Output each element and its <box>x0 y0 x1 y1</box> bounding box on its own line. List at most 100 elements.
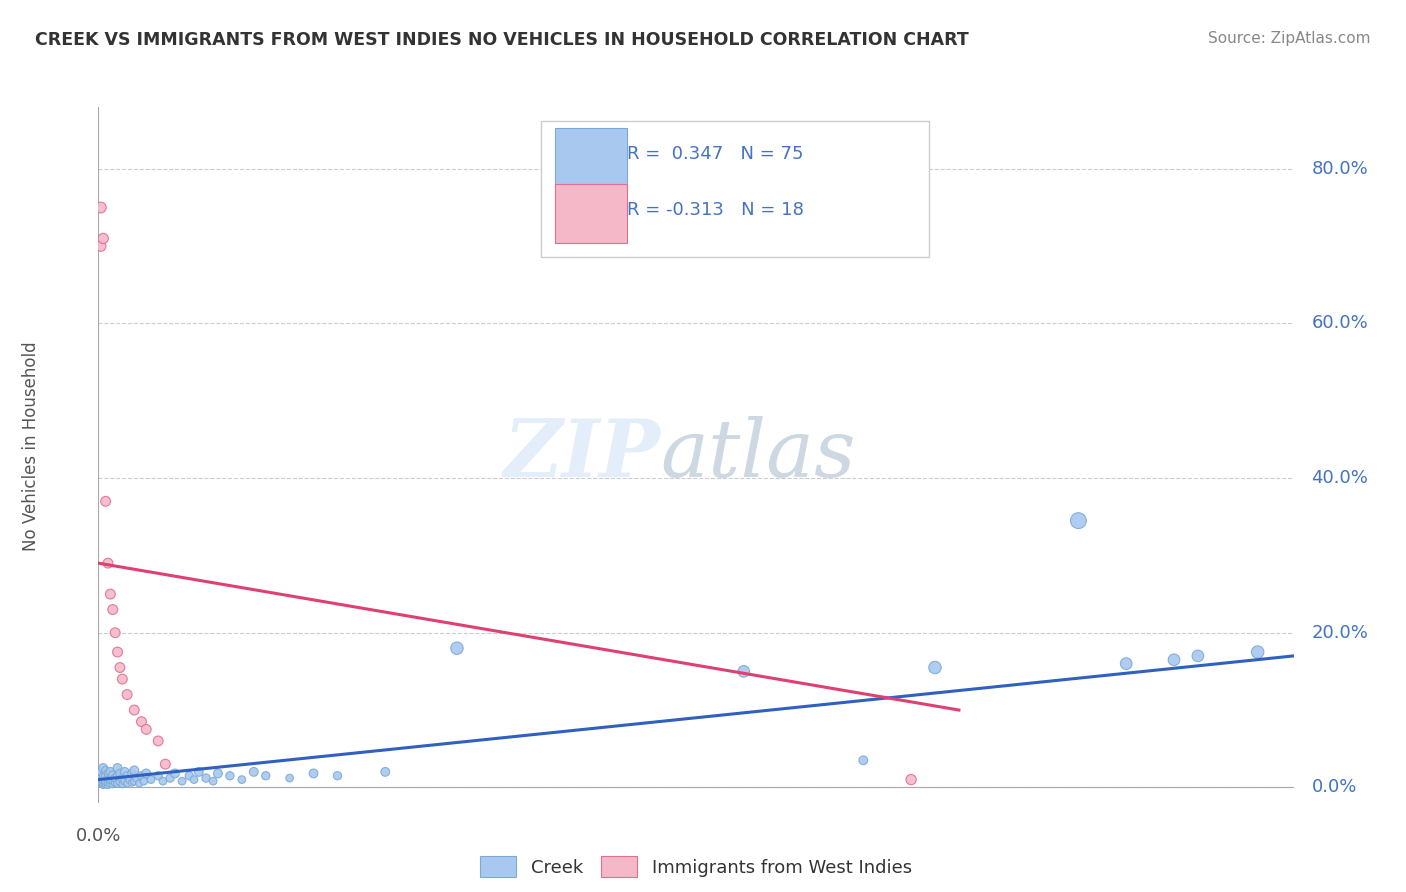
Point <box>254 769 277 783</box>
Text: 40.0%: 40.0% <box>1312 469 1368 487</box>
Point <box>107 776 129 790</box>
Point <box>111 672 134 686</box>
Point <box>97 778 120 792</box>
Point <box>114 774 136 789</box>
Text: 60.0%: 60.0% <box>1312 315 1368 333</box>
Point <box>219 769 242 783</box>
Point <box>1187 648 1209 663</box>
Point <box>97 775 120 789</box>
Point <box>90 771 112 785</box>
Point <box>97 556 120 570</box>
Point <box>104 771 127 785</box>
Point <box>101 777 124 791</box>
Point <box>91 772 114 787</box>
Text: ZIP: ZIP <box>503 417 661 493</box>
Point <box>108 660 131 674</box>
Point <box>90 239 112 253</box>
Text: 0.0%: 0.0% <box>76 827 121 845</box>
Point <box>135 766 157 780</box>
Point <box>202 774 225 789</box>
Point <box>91 231 114 245</box>
Point <box>90 764 112 779</box>
Point <box>124 703 146 717</box>
FancyBboxPatch shape <box>555 184 627 243</box>
Point <box>91 761 114 775</box>
Point <box>172 774 194 789</box>
Point <box>131 714 153 729</box>
Point <box>1246 645 1268 659</box>
Point <box>302 766 325 780</box>
Point <box>98 772 122 787</box>
Point <box>163 766 186 780</box>
Point <box>101 773 124 788</box>
Point <box>91 769 114 783</box>
Text: atlas: atlas <box>661 417 855 493</box>
Point <box>374 764 396 779</box>
Point <box>148 769 170 783</box>
Point <box>128 776 150 790</box>
Point <box>900 772 922 787</box>
Point <box>121 775 143 789</box>
Point <box>125 771 148 785</box>
Point <box>111 771 134 785</box>
Point <box>115 776 138 790</box>
Point <box>107 645 129 659</box>
Point <box>132 774 155 789</box>
Point <box>194 771 217 785</box>
Point <box>107 769 129 783</box>
Point <box>187 764 209 779</box>
Point <box>1067 514 1090 528</box>
Point <box>124 774 146 789</box>
Point <box>733 665 755 679</box>
Text: 0.0%: 0.0% <box>1312 779 1357 797</box>
Point <box>1115 657 1137 671</box>
Point <box>90 776 112 790</box>
Point <box>90 201 112 215</box>
Point <box>104 625 127 640</box>
Point <box>1163 653 1185 667</box>
Text: No Vehicles in Household: No Vehicles in Household <box>22 341 39 551</box>
Point <box>159 771 181 785</box>
Point <box>94 494 117 508</box>
Point <box>104 775 127 789</box>
Point <box>114 764 136 779</box>
Point <box>131 769 153 783</box>
Point <box>179 769 201 783</box>
Point <box>135 723 157 737</box>
Point <box>97 771 120 785</box>
Text: 80.0%: 80.0% <box>1312 160 1368 178</box>
Point <box>115 688 138 702</box>
Point <box>98 764 122 779</box>
Point <box>94 777 117 791</box>
Text: R =  0.347   N = 75: R = 0.347 N = 75 <box>627 145 803 163</box>
Point <box>90 774 112 789</box>
Point <box>94 764 117 778</box>
Text: 20.0%: 20.0% <box>1312 624 1368 641</box>
Point <box>94 769 117 783</box>
Point <box>107 761 129 775</box>
Point <box>97 766 120 780</box>
Point <box>108 766 131 780</box>
Point <box>118 772 141 787</box>
Point <box>108 775 131 789</box>
Point <box>121 766 143 780</box>
Point <box>231 772 253 787</box>
Point <box>139 772 162 787</box>
Point <box>326 769 349 783</box>
FancyBboxPatch shape <box>540 121 929 257</box>
Point <box>111 777 134 791</box>
Point <box>278 771 301 785</box>
Text: CREEK VS IMMIGRANTS FROM WEST INDIES NO VEHICLES IN HOUSEHOLD CORRELATION CHART: CREEK VS IMMIGRANTS FROM WEST INDIES NO … <box>35 31 969 49</box>
Point <box>155 757 177 772</box>
Point <box>98 776 122 790</box>
Text: R = -0.313   N = 18: R = -0.313 N = 18 <box>627 201 804 219</box>
Point <box>243 764 266 779</box>
Point <box>148 734 170 748</box>
Point <box>115 769 138 783</box>
Point <box>91 778 114 792</box>
Legend: Creek, Immigrants from West Indies: Creek, Immigrants from West Indies <box>472 849 920 884</box>
Point <box>94 774 117 789</box>
Point <box>91 775 114 789</box>
FancyBboxPatch shape <box>555 128 627 187</box>
Point <box>446 641 468 656</box>
